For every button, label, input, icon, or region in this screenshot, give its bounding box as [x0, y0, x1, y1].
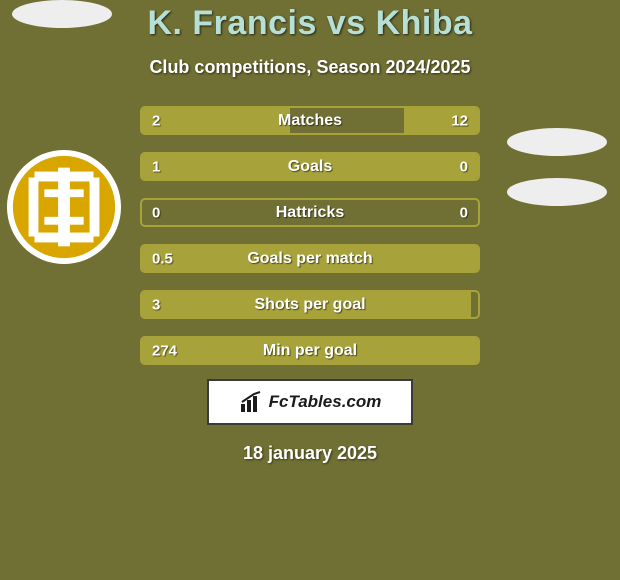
bar-fill-left	[142, 338, 478, 363]
bar-fill-left	[142, 108, 290, 133]
club-logo-watermark	[5, 100, 135, 300]
bar-fill-right	[404, 154, 478, 179]
stat-bar: Goals per match0.5	[140, 244, 480, 273]
stat-bar: Matches212	[140, 106, 480, 135]
bar-fill-left	[142, 246, 478, 271]
page-subtitle: Club competitions, Season 2024/2025	[149, 57, 470, 78]
brand-text: FcTables.com	[269, 392, 382, 412]
comparison-bars: Matches212 Goals10 Hattricks0 0 Goals per ma…	[140, 106, 480, 365]
footer-date: 18 january 2025	[243, 443, 377, 464]
comparison-page: K. Francis vs Khiba Club competitions, S…	[0, 0, 620, 580]
stat-bar: Goals10	[140, 152, 480, 181]
bg-ellipse-left	[12, 0, 112, 28]
stat-bar: Shots per goal3	[140, 290, 480, 319]
bar-value-left: 0	[152, 204, 160, 221]
bar-fill-right	[404, 108, 478, 133]
stat-bar: Min per goal274	[140, 336, 480, 365]
bg-ellipse-right-1	[507, 128, 607, 156]
stat-bar: Hattricks0 0	[140, 198, 480, 227]
bar-fill-left	[142, 292, 471, 317]
bg-ellipse-right-2	[507, 178, 607, 206]
club-logo-icon	[5, 148, 123, 266]
bar-fill-left	[142, 154, 404, 179]
fctables-logo-icon	[239, 390, 263, 414]
bar-value-right: 0	[460, 204, 468, 221]
page-title: K. Francis vs Khiba	[147, 4, 472, 43]
brand-badge[interactable]: FcTables.com	[207, 379, 413, 425]
bar-label: Hattricks	[142, 204, 478, 222]
